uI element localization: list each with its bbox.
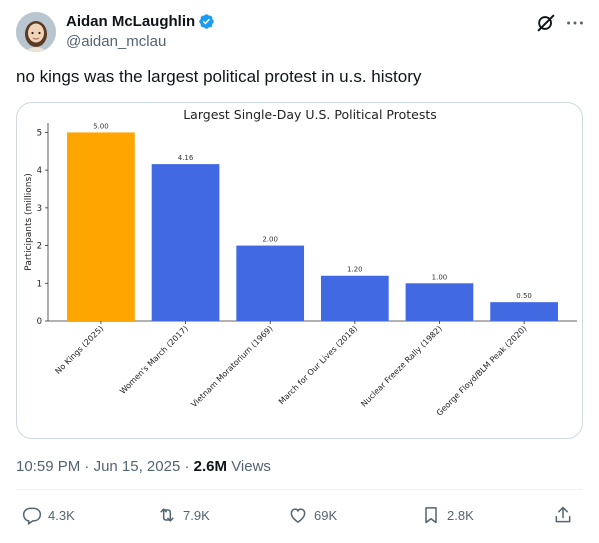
y-tick-label: 0 [37,317,42,327]
separator-dot: · [84,458,94,475]
grok-icon[interactable] [535,12,557,34]
share-icon [555,506,571,523]
bar-value-label: 2.00 [262,236,278,244]
x-tick-label: Vietnam Moratorium (1969) [189,324,274,409]
y-tick-label: 1 [37,279,42,289]
x-tick-label: George Floyd/BLM Peak (2020) [435,324,529,418]
x-tick-label: No Kings (2025) [53,324,105,376]
bar [236,245,305,321]
bar-value-label: 4.16 [178,154,194,162]
tweet-media-chart[interactable]: Largest Single-Day U.S. Political Protes… [16,102,583,439]
bar [151,164,220,321]
like-count: 69K [314,507,338,523]
bar [490,302,558,321]
x-tick-label: Women's March (2017) [118,324,190,396]
y-tick-label: 4 [37,166,42,176]
x-tick-label: March for Our Lives (2018) [277,324,359,406]
repost-button[interactable]: 7.9K [157,505,210,525]
bar-value-label: 5.00 [93,122,109,130]
bookmark-icon [425,507,437,524]
bar-value-label: 0.50 [516,292,532,300]
bar [320,275,389,321]
bar [67,132,135,321]
chart-y-tick-labels: 0 1 2 3 4 5 [37,128,48,327]
bar-value-label: 1.00 [432,273,448,281]
y-tick-label: 3 [37,204,42,214]
bar-chart: Largest Single-Day U.S. Political Protes… [24,107,577,418]
bar-value-label: 1.20 [347,266,363,274]
more-options-icon[interactable] [564,12,586,34]
chart-bar-labels: 5.00 4.16 2.00 1.20 1.00 0.50 [93,122,532,300]
tweet-timestamp[interactable]: 10:59 PM · Jun 15, 2025 · 2.6M Views [16,458,271,475]
views-label: Views [231,458,271,475]
y-tick-label: 5 [37,128,42,138]
avatar-image [16,12,56,52]
divider [16,489,583,490]
bar [405,283,474,321]
chart-bars [67,132,558,321]
separator-dot: · [184,458,194,475]
repost-icon [160,508,174,522]
chart-y-axis-label: Participants (millions) [24,173,34,270]
reply-button[interactable]: 4.3K [22,505,75,525]
chart-title: Largest Single-Day U.S. Political Protes… [183,107,437,122]
chart-x-tick-labels: No Kings (2025) Women's March (2017) Vietn… [53,321,529,418]
bookmark-count: 2.8K [447,507,474,523]
y-tick-label: 2 [37,242,42,252]
tweet-time[interactable]: 10:59 PM [16,458,81,475]
x-tick-label: Nuclear Freeze Rally (1982) [359,324,444,409]
share-button[interactable] [553,505,573,525]
reply-count: 4.3K [48,507,75,523]
author-name-row[interactable]: Aidan McLaughlin [66,13,215,30]
tweet-date[interactable]: Jun 15, 2025 [93,458,181,475]
avatar[interactable] [16,12,56,52]
repost-count: 7.9K [183,507,210,523]
tweet-text: no kings was the largest political prote… [16,67,422,86]
chart-axes [47,123,577,322]
heart-icon [290,508,306,523]
bookmark-button[interactable]: 2.8K [421,505,474,525]
views-count[interactable]: 2.6M [193,458,228,475]
author-name[interactable]: Aidan McLaughlin [66,13,196,30]
reply-icon [22,507,42,525]
verified-badge-icon [199,14,214,29]
author-handle[interactable]: @aidan_mclau [66,33,167,50]
like-button[interactable]: 69K [288,505,337,525]
tweet-actions: 4.3K 7.9K 69K 2.8K [16,505,583,533]
